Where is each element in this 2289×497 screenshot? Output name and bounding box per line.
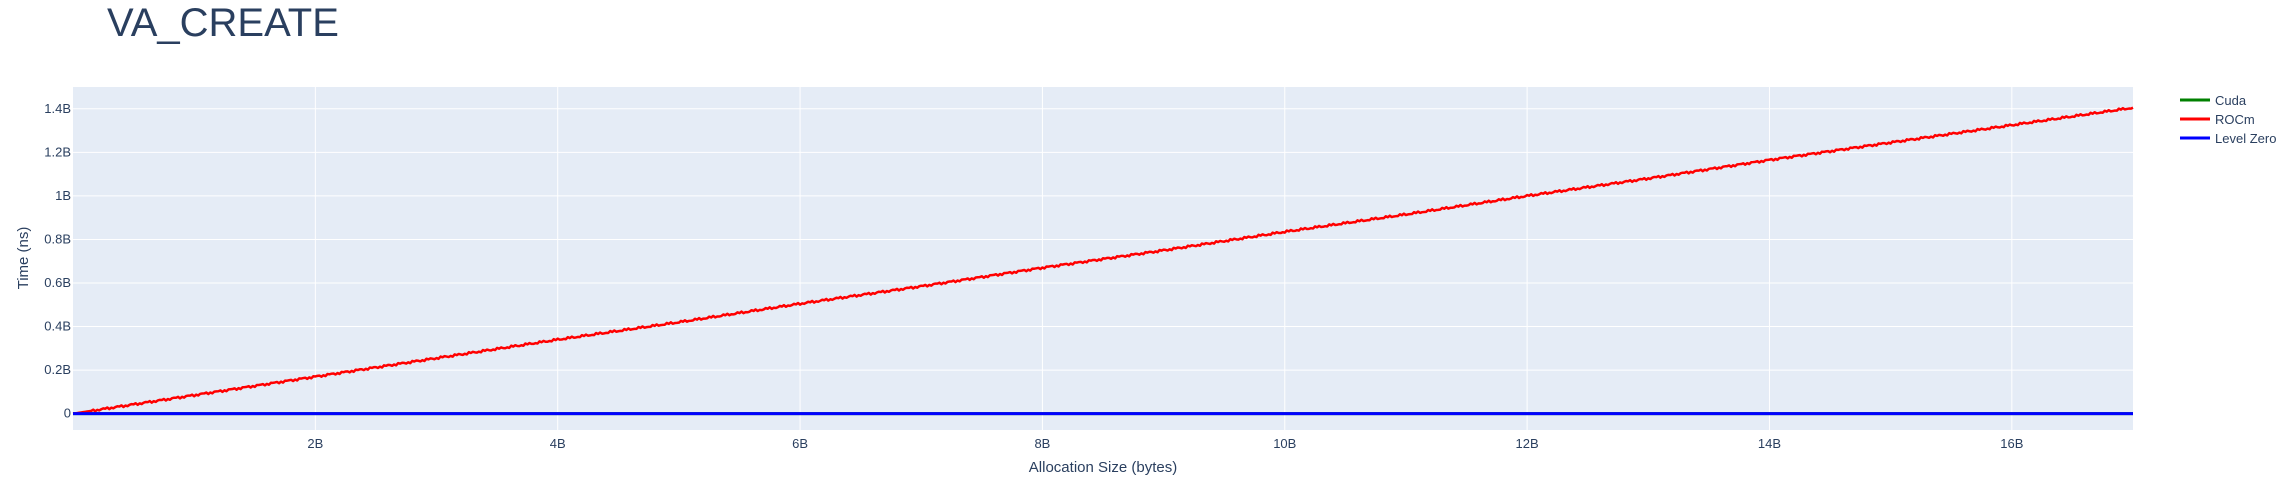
legend-item-cuda[interactable]: Cuda — [2180, 93, 2247, 108]
x-tick-label: 10B — [1273, 436, 1296, 451]
legend[interactable]: Cuda ROCm Level Zero — [2180, 93, 2276, 146]
legend-label: ROCm — [2215, 112, 2255, 127]
x-tick-label: 14B — [1758, 436, 1781, 451]
x-axis-ticks: 2B 4B 6B 8B 10B 12B 14B 16B — [307, 436, 2023, 451]
y-tick-label: 0.8B — [44, 231, 71, 246]
x-tick-label: 16B — [2000, 436, 2023, 451]
x-tick-label: 6B — [792, 436, 808, 451]
y-tick-label: 1.4B — [44, 101, 71, 116]
y-axis-ticks: 0 0.2B 0.4B 0.6B 0.8B 1B 1.2B 1.4B — [44, 101, 71, 421]
legend-label: Level Zero — [2215, 131, 2276, 146]
x-tick-label: 12B — [1516, 436, 1539, 451]
x-tick-label: 8B — [1034, 436, 1050, 451]
y-tick-label: 0 — [64, 406, 71, 421]
legend-label: Cuda — [2215, 93, 2247, 108]
y-tick-label: 0.4B — [44, 319, 71, 334]
x-tick-label: 2B — [307, 436, 323, 451]
legend-item-rocm[interactable]: ROCm — [2180, 112, 2255, 127]
y-tick-label: 0.2B — [44, 362, 71, 377]
x-tick-label: 4B — [550, 436, 566, 451]
chart-title: VA_CREATE — [107, 1, 339, 45]
y-tick-label: 1B — [55, 188, 71, 203]
y-tick-label: 0.6B — [44, 275, 71, 290]
y-tick-label: 1.2B — [44, 144, 71, 159]
x-axis-title: Allocation Size (bytes) — [1029, 459, 1177, 476]
series-line-rocm — [72, 106, 2134, 415]
y-axis-title: Time (ns) — [15, 227, 32, 290]
series-layer — [72, 106, 2134, 416]
legend-item-level-zero[interactable]: Level Zero — [2180, 131, 2276, 146]
